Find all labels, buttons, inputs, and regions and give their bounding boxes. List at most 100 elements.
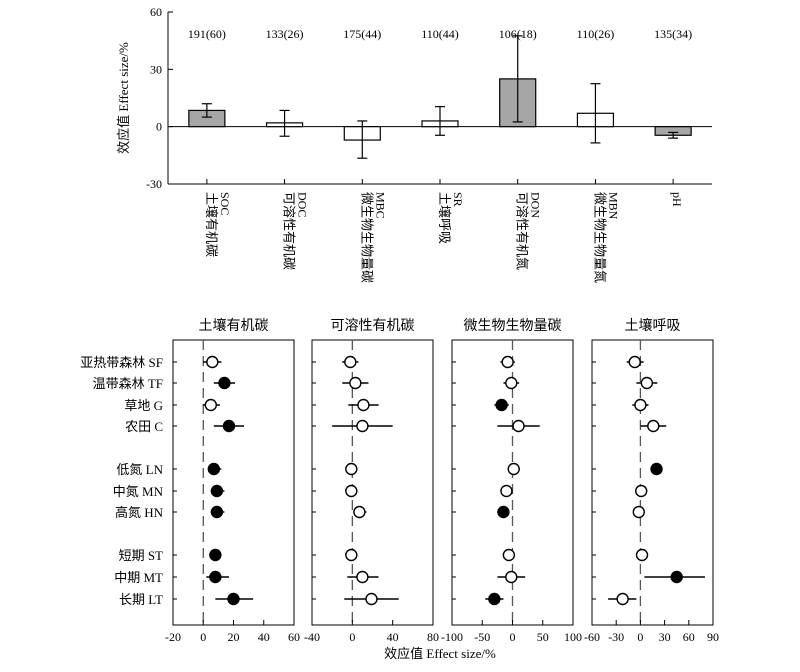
category-label: 微生物生物量氮 MBN xyxy=(592,192,620,283)
bar-y-tick-label: 60 xyxy=(150,5,162,19)
effect-point xyxy=(345,484,358,498)
effect-point xyxy=(505,570,518,584)
forest-panel-3: 微生物生物量碳 -100 -50 0 50 100 xyxy=(441,318,582,644)
row-label: 农田 C xyxy=(125,419,163,434)
x-tick-label: 20 xyxy=(228,630,240,644)
category-label-cn: 土壤有机碳 xyxy=(204,192,219,257)
x-tick-label: 30 xyxy=(659,630,671,644)
bar-y-tick-label: -30 xyxy=(146,177,162,191)
row-label: 中氮 MN xyxy=(113,484,164,499)
x-tick-label: 0 xyxy=(637,630,643,644)
bar-y-tick-label: 0 xyxy=(156,120,162,134)
effect-point xyxy=(344,355,357,369)
category-label-en: pH xyxy=(670,192,684,207)
sample-size-label: 175(44) xyxy=(343,27,381,41)
panel-frame xyxy=(311,339,434,626)
effect-point xyxy=(616,592,629,606)
category-label-en: SR xyxy=(451,192,465,207)
x-tick-label: 50 xyxy=(537,630,549,644)
panel-title: 可溶性有机碳 xyxy=(331,318,415,334)
row-label: 高氮 HN xyxy=(115,505,164,520)
effect-point xyxy=(345,462,358,476)
effect-point xyxy=(635,548,649,562)
category-label-en: SOC xyxy=(218,192,232,215)
effect-point xyxy=(497,505,510,519)
effect-point xyxy=(222,419,236,433)
effect-point xyxy=(635,484,648,498)
panel-title: 微生物生物量碳 xyxy=(464,318,562,334)
effect-point xyxy=(218,376,231,390)
sample-size-label: 110(44) xyxy=(421,27,459,41)
forest-panel-4: 土壤呼吸 -60 -30 0 30 60 90 xyxy=(584,317,719,644)
bar-y-tick-label: 30 xyxy=(150,62,162,76)
effect-point xyxy=(495,398,508,412)
bar-y-axis-label: 效应值 Effect size/% xyxy=(116,42,131,154)
effect-point xyxy=(670,570,683,584)
effect-point xyxy=(209,548,222,562)
category-label-en: DOC xyxy=(296,192,310,217)
category-label: 土壤呼吸 SR xyxy=(437,192,465,244)
x-tick-label: 40 xyxy=(258,630,270,644)
sample-size-label: 133(26) xyxy=(266,27,304,41)
x-tick-label: 0 xyxy=(510,630,516,644)
x-tick-label: 60 xyxy=(683,630,695,644)
bar-series: 191(60) 土壤有机碳 SOC 133(26) 可溶性有机碳 DOC 175(44) 微生… xyxy=(188,27,692,283)
category-label: 可溶性有机碳 DOC xyxy=(282,192,310,270)
sample-size-label: 106(18) xyxy=(499,27,537,41)
sample-size-label: 110(26) xyxy=(577,27,615,41)
x-tick-label: -50 xyxy=(474,630,490,644)
row-label: 短期 ST xyxy=(119,548,163,563)
category-label: pH xyxy=(670,192,684,207)
panel-frame xyxy=(591,339,714,626)
effect-point xyxy=(647,419,660,433)
category-label-cn: 微生物生物量氮 xyxy=(592,192,607,283)
row-label: 温带森林 TF xyxy=(93,376,163,391)
effect-point xyxy=(209,570,222,584)
x-tick-label: -40 xyxy=(304,630,320,644)
effect-point xyxy=(353,505,366,519)
row-label: 低氮 LN xyxy=(116,462,163,477)
x-tick-label: -60 xyxy=(584,630,600,644)
x-tick-label: 90 xyxy=(707,630,719,644)
effect-point xyxy=(505,376,518,390)
category-label-cn: 可溶性有机氮 xyxy=(515,192,530,270)
x-tick-label: 80 xyxy=(427,630,439,644)
effect-point xyxy=(365,592,378,606)
category-label-en: MBN xyxy=(606,192,620,220)
effect-point xyxy=(634,398,647,412)
effect-point xyxy=(357,398,370,412)
row-label: 中期 MT xyxy=(114,570,163,585)
x-tick-label: 0 xyxy=(349,630,355,644)
category-label: 可溶性有机氮 DON xyxy=(515,192,543,270)
effect-point xyxy=(500,484,513,498)
category-label: 土壤有机碳 SOC xyxy=(204,192,232,257)
row-label: 亚热带森林 SF xyxy=(80,355,163,370)
sample-size-label: 135(34) xyxy=(654,27,692,41)
effect-point xyxy=(628,355,641,369)
forest-chart: 亚热带森林 SF 温带森林 TF 草地 G 农田 C 低氮 LN 中氮 MN 高氮 HN 短期… xyxy=(80,317,719,661)
effect-point xyxy=(650,462,663,476)
effect-point xyxy=(488,592,501,606)
sample-size-label: 191(60) xyxy=(188,27,226,41)
effect-point xyxy=(640,376,654,390)
effect-point xyxy=(507,462,520,476)
forest-panel-2: 可溶性有机碳 -40 0 40 80 xyxy=(304,318,439,644)
x-tick-label: 40 xyxy=(387,630,399,644)
row-label: 草地 G xyxy=(124,398,163,413)
effect-point xyxy=(632,505,645,519)
effect-point xyxy=(206,355,219,369)
effect-point xyxy=(227,592,240,606)
category-label-cn: 土壤呼吸 xyxy=(437,192,452,244)
x-tick-label: 0 xyxy=(200,630,206,644)
effect-point xyxy=(210,484,224,498)
effect-point xyxy=(204,398,218,412)
category-label: 微生物生物量碳 MBC xyxy=(359,192,387,283)
effect-point xyxy=(207,462,221,476)
effect-point xyxy=(210,505,224,519)
category-label-en: MBC xyxy=(373,192,387,219)
forest-panel-1: 土壤有机碳 -20 0 20 40 60 xyxy=(165,317,300,644)
forest-x-axis-label: 效应值 Effect size/% xyxy=(384,646,496,661)
effect-point xyxy=(502,548,516,562)
